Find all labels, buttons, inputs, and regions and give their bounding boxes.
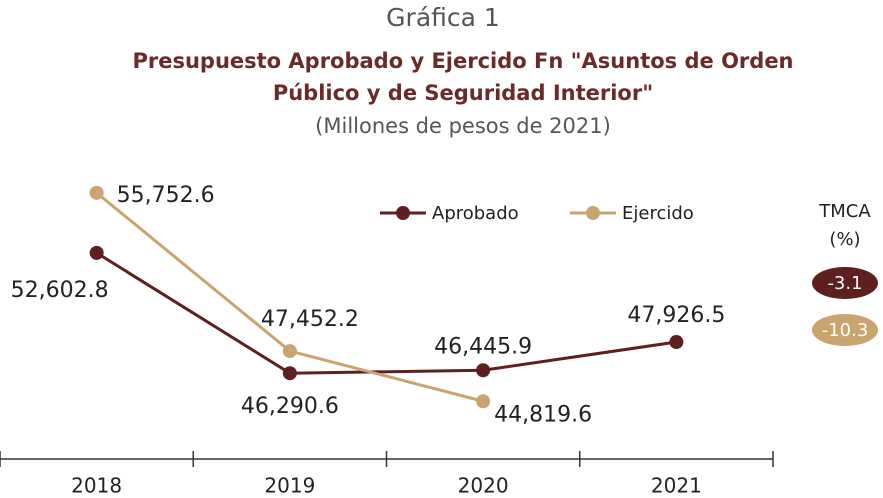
value-label: 52,602.8 bbox=[11, 278, 109, 303]
x-tick-label: 2018 bbox=[71, 474, 122, 498]
chart-subtitle: (Millones de pesos de 2021) bbox=[315, 114, 611, 138]
value-label: 46,445.9 bbox=[434, 334, 532, 359]
value-label: 55,752.6 bbox=[117, 183, 215, 208]
legend-label: Aprobado bbox=[432, 203, 519, 224]
chart-title: Presupuesto Aprobado y Ejercido Fn "Asun… bbox=[132, 49, 793, 73]
tmca-value: -10.3 bbox=[822, 320, 869, 341]
value-label: 46,290.6 bbox=[241, 394, 339, 419]
legend-label: Ejercido bbox=[622, 203, 694, 224]
value-label: 44,819.6 bbox=[494, 402, 592, 427]
series-line bbox=[95, 251, 677, 375]
value-label: 47,452.2 bbox=[261, 307, 359, 332]
series-marker bbox=[89, 245, 104, 260]
series-marker bbox=[282, 344, 297, 359]
x-tick-label: 2020 bbox=[458, 474, 509, 498]
series-marker bbox=[669, 335, 684, 350]
series-marker bbox=[89, 185, 104, 200]
tmca-badge bbox=[812, 267, 878, 299]
legend-marker bbox=[396, 206, 410, 220]
legend-marker bbox=[586, 206, 600, 220]
series-marker bbox=[476, 394, 491, 409]
chart-heading: Gráfica 1 bbox=[386, 3, 500, 32]
chart-title: Público y de Seguridad Interior" bbox=[273, 81, 653, 105]
tmca-label: TMCA bbox=[818, 201, 871, 222]
series-marker bbox=[476, 363, 491, 378]
x-tick-label: 2021 bbox=[651, 474, 702, 498]
series-marker bbox=[282, 366, 297, 381]
x-tick-label: 2019 bbox=[264, 474, 315, 498]
tmca-value: -3.1 bbox=[827, 273, 862, 294]
tmca-unit: (%) bbox=[829, 229, 860, 250]
value-label: 47,926.5 bbox=[627, 303, 725, 328]
tmca-badge bbox=[812, 314, 878, 346]
